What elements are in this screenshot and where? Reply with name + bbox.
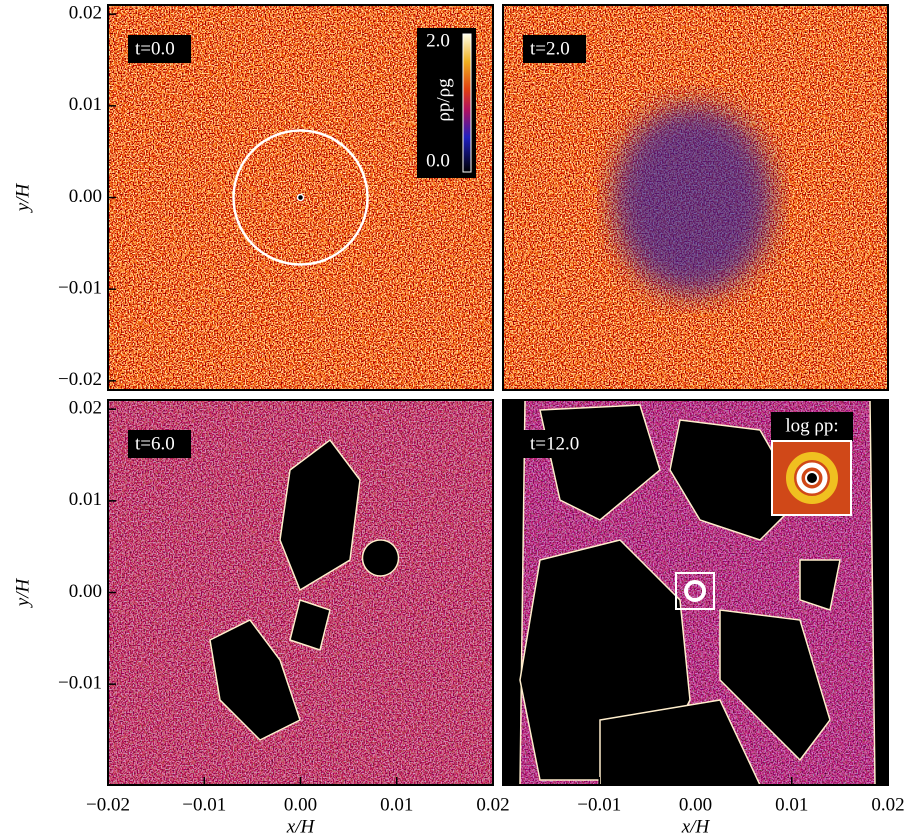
x-tick-label: −0.02 <box>86 794 130 815</box>
void <box>503 400 526 785</box>
panel-title: t=2.0 <box>530 38 570 59</box>
inset-label: log ρp: <box>785 415 838 436</box>
inset-core <box>805 471 819 485</box>
title-bg <box>523 430 596 458</box>
panel-title: t=12.0 <box>530 433 579 454</box>
y-tick-label: 0.02 <box>69 398 102 419</box>
colorbar <box>462 33 472 173</box>
depleted-region <box>613 105 773 295</box>
void <box>279 438 361 592</box>
void <box>289 599 331 651</box>
void <box>669 419 801 541</box>
x-tick-label: −0.01 <box>577 794 621 815</box>
void <box>719 609 831 762</box>
void <box>869 400 888 785</box>
x-tick-label: 0.02 <box>476 794 509 815</box>
title-bg <box>128 35 191 63</box>
y-tick-label: 0.01 <box>69 94 102 115</box>
void <box>799 559 841 611</box>
colorbar-tick-label: 0.0 <box>426 150 450 171</box>
x-tick-label: 0.02 <box>871 794 904 815</box>
panel-image <box>503 5 888 390</box>
hill-sphere <box>232 129 369 266</box>
panel-image <box>108 400 493 785</box>
y-tick-label: 0.02 <box>69 3 102 24</box>
title-bg <box>523 35 586 63</box>
x-tick-label: 0.01 <box>380 794 413 815</box>
x-axis-label: x/H <box>681 816 711 837</box>
void <box>361 539 400 577</box>
colorbar-tick-label: 2.0 <box>426 30 450 51</box>
panel: −0.01 0.00 0.01 0.02 x/H t=12.0 log ρp: <box>502 399 905 837</box>
x-tick-label: 0.00 <box>679 794 712 815</box>
y-tick-label: −0.02 <box>58 369 102 390</box>
x-tick-label: 0.00 <box>284 794 317 815</box>
colorbar-label: ρp/ρg <box>433 78 454 122</box>
y-tick-label: 0.01 <box>69 489 102 510</box>
y-tick-label: −0.01 <box>58 673 102 694</box>
void <box>209 619 301 741</box>
planet <box>296 193 305 202</box>
zoom-box <box>675 572 715 610</box>
panel: −0.02 −0.01 0.00 0.01 0.02 y/H t=0.0 2.0 0.0 ρp/ρ… <box>12 3 494 391</box>
panel-title: t=0.0 <box>135 38 175 59</box>
inset-ring <box>796 462 828 494</box>
inset-label-bg <box>771 412 853 441</box>
x-axis-label: x/H <box>286 816 316 837</box>
y-axis-label: y/H <box>12 578 33 609</box>
y-tick-label: 0.00 <box>69 186 102 207</box>
void <box>599 699 761 785</box>
x-tick-label: −0.01 <box>182 794 226 815</box>
panel-title: t=6.0 <box>135 433 175 454</box>
panel-frame <box>502 4 889 391</box>
inset-ring-outer <box>786 452 838 504</box>
y-tick-label: 0.00 <box>69 581 102 602</box>
y-tick-label: −0.01 <box>58 278 102 299</box>
y-axis-label: y/H <box>12 183 33 214</box>
zoom-ring <box>684 580 706 602</box>
title-bg <box>128 430 191 458</box>
panel: −0.02 −0.01 0.00 0.01 0.02 −0.01 0.00 0.01 0.02 x… <box>12 398 509 838</box>
x-tick-label: 0.01 <box>775 794 808 815</box>
panel: t=2.0 <box>502 4 889 391</box>
